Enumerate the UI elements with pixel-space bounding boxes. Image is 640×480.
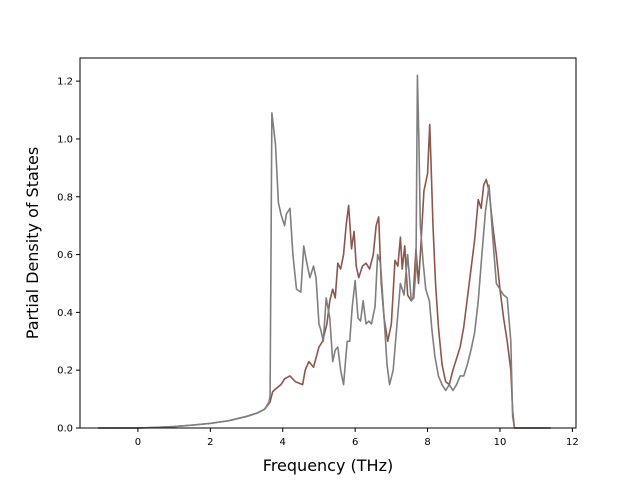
x-tick-label: 2: [207, 437, 213, 448]
series-line-2: [98, 74, 551, 429]
series-lines: [98, 74, 551, 429]
y-tick-label: 1.2: [57, 77, 73, 88]
x-tick-label: 0: [135, 437, 141, 448]
plot-area-background: [80, 58, 576, 428]
x-axis-ticks: 0 2 4 6 8 10 12: [135, 428, 579, 448]
x-tick-label: 6: [352, 437, 358, 448]
x-tick-label: 4: [280, 437, 286, 448]
x-tick-label: 8: [424, 437, 430, 448]
x-tick-label: 10: [494, 437, 507, 448]
y-tick-label: 0.2: [57, 366, 73, 377]
y-tick-label: 0.4: [57, 308, 73, 319]
y-tick-label: 1.0: [57, 134, 73, 145]
x-tick-label: 12: [566, 437, 579, 448]
x-axis-label: Frequency (THz): [263, 456, 393, 475]
y-tick-label: 0.0: [57, 424, 73, 435]
series-line-1: [98, 123, 551, 429]
y-axis-label: Partial Density of States: [23, 147, 42, 339]
y-axis-ticks: 0.0 0.2 0.4 0.6 0.8 1.0 1.2: [57, 77, 80, 435]
y-tick-label: 0.8: [57, 192, 73, 203]
y-tick-label: 0.6: [57, 250, 73, 261]
plot-frame: [79, 57, 577, 429]
